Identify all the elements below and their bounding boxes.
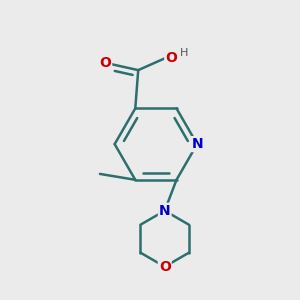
Text: O: O bbox=[165, 51, 177, 65]
Text: O: O bbox=[159, 260, 171, 274]
Text: H: H bbox=[180, 48, 188, 58]
Text: N: N bbox=[191, 137, 203, 151]
Text: O: O bbox=[99, 56, 111, 70]
Text: N: N bbox=[159, 204, 170, 218]
